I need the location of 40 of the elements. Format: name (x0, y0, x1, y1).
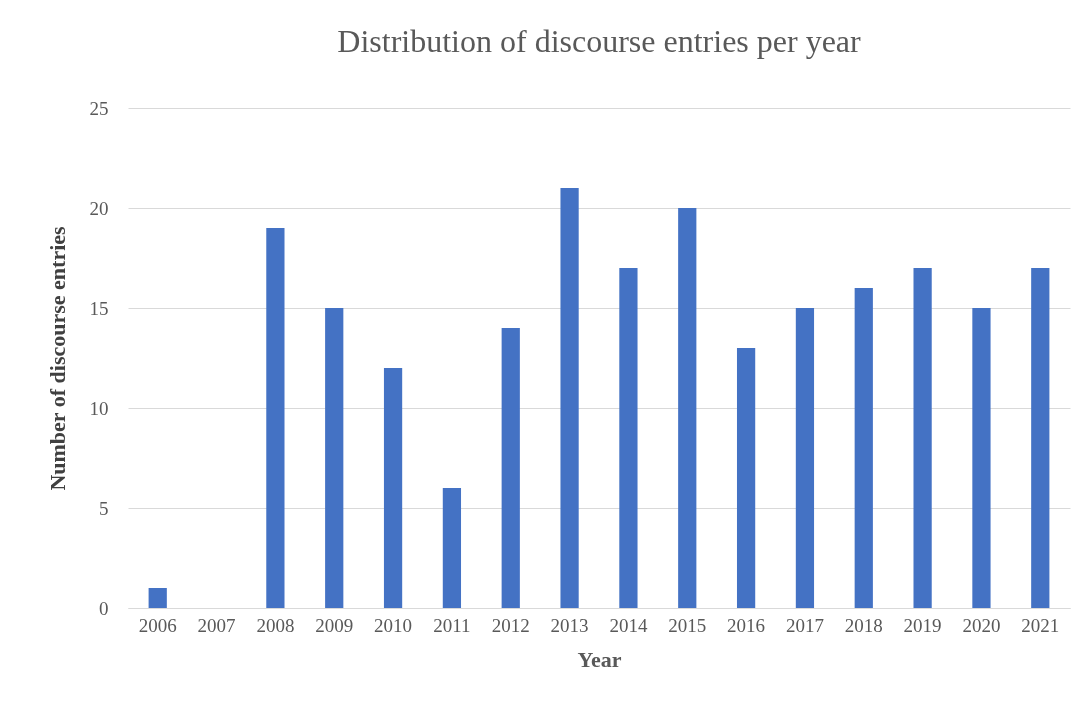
bar (1031, 268, 1050, 608)
x-tick-label: 2009 (315, 614, 354, 636)
y-tick-label: 15 (89, 297, 109, 319)
bar (795, 308, 815, 608)
bar (972, 308, 991, 608)
bar (736, 348, 756, 608)
bar (913, 268, 932, 608)
x-tick-label: 2012 (491, 614, 530, 636)
x-tick-label: 2008 (256, 614, 295, 636)
bar (854, 288, 873, 608)
chart-title: Distribution of discourse entries per year (337, 23, 862, 59)
y-tick-label: 10 (89, 397, 109, 419)
bar (148, 588, 167, 608)
bar (325, 308, 344, 608)
x-tick-label: 2017 (785, 614, 824, 636)
x-tick-label: 2013 (550, 614, 589, 636)
y-axis-title: Number of discourse entries (44, 225, 70, 491)
bar (501, 328, 520, 608)
x-tick-label: 2014 (609, 614, 648, 636)
x-tick-label: 2011 (433, 614, 471, 636)
x-tick-label: 2015 (668, 614, 707, 636)
x-tick-label: 2019 (903, 614, 942, 636)
y-tick-label: 5 (99, 497, 109, 519)
bar (442, 488, 462, 608)
bar (619, 268, 638, 608)
bar (383, 368, 403, 608)
x-tick-label: 2021 (1021, 614, 1060, 636)
y-tick-label: 0 (99, 597, 109, 619)
x-tick-label: 2010 (374, 614, 413, 636)
bar (266, 228, 285, 608)
x-tick-label: 2006 (138, 614, 177, 636)
x-tick-label: 2018 (844, 614, 883, 636)
y-tick-label: 25 (89, 97, 109, 119)
x-tick-label: 2016 (727, 614, 766, 636)
x-axis-title: Year (577, 646, 622, 672)
bar (678, 208, 697, 608)
bar (560, 188, 579, 608)
x-tick-label: 2007 (197, 614, 236, 636)
y-tick-label: 20 (89, 197, 109, 219)
x-tick-label: 2020 (962, 614, 1001, 636)
